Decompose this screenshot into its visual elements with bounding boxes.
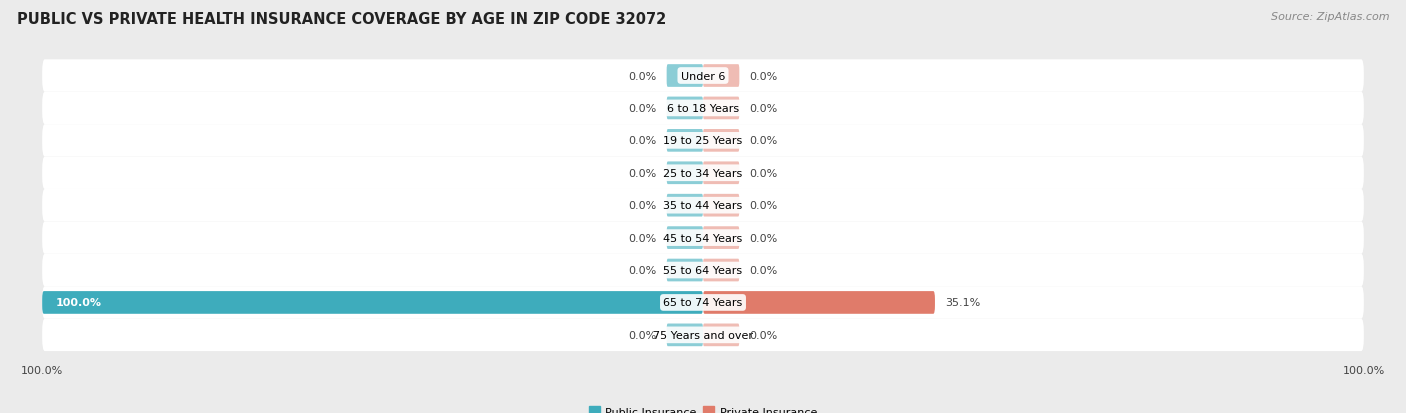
FancyBboxPatch shape bbox=[666, 65, 703, 88]
FancyBboxPatch shape bbox=[703, 292, 935, 314]
FancyBboxPatch shape bbox=[703, 259, 740, 282]
Text: 35.1%: 35.1% bbox=[945, 298, 980, 308]
Text: 0.0%: 0.0% bbox=[628, 104, 657, 114]
FancyBboxPatch shape bbox=[42, 287, 1364, 319]
Text: 0.0%: 0.0% bbox=[749, 104, 778, 114]
FancyBboxPatch shape bbox=[42, 222, 1364, 254]
FancyBboxPatch shape bbox=[666, 130, 703, 152]
Text: 0.0%: 0.0% bbox=[628, 71, 657, 81]
Text: 0.0%: 0.0% bbox=[749, 266, 778, 275]
Text: Under 6: Under 6 bbox=[681, 71, 725, 81]
FancyBboxPatch shape bbox=[666, 227, 703, 249]
FancyBboxPatch shape bbox=[666, 162, 703, 185]
Text: 0.0%: 0.0% bbox=[749, 169, 778, 178]
FancyBboxPatch shape bbox=[666, 259, 703, 282]
FancyBboxPatch shape bbox=[42, 157, 1364, 190]
Text: 0.0%: 0.0% bbox=[628, 136, 657, 146]
FancyBboxPatch shape bbox=[703, 130, 740, 152]
Text: 0.0%: 0.0% bbox=[628, 169, 657, 178]
FancyBboxPatch shape bbox=[703, 162, 740, 185]
FancyBboxPatch shape bbox=[42, 254, 1364, 287]
FancyBboxPatch shape bbox=[42, 319, 1364, 351]
Text: Source: ZipAtlas.com: Source: ZipAtlas.com bbox=[1271, 12, 1389, 22]
Text: 45 to 54 Years: 45 to 54 Years bbox=[664, 233, 742, 243]
Text: 100.0%: 100.0% bbox=[55, 298, 101, 308]
FancyBboxPatch shape bbox=[666, 324, 703, 347]
FancyBboxPatch shape bbox=[703, 324, 740, 347]
Text: 0.0%: 0.0% bbox=[628, 266, 657, 275]
Text: 0.0%: 0.0% bbox=[628, 201, 657, 211]
Text: 0.0%: 0.0% bbox=[628, 233, 657, 243]
FancyBboxPatch shape bbox=[42, 60, 1364, 93]
FancyBboxPatch shape bbox=[666, 97, 703, 120]
Text: 0.0%: 0.0% bbox=[749, 330, 778, 340]
FancyBboxPatch shape bbox=[703, 65, 740, 88]
FancyBboxPatch shape bbox=[42, 125, 1364, 157]
Text: 6 to 18 Years: 6 to 18 Years bbox=[666, 104, 740, 114]
FancyBboxPatch shape bbox=[703, 195, 740, 217]
Text: 65 to 74 Years: 65 to 74 Years bbox=[664, 298, 742, 308]
Legend: Public Insurance, Private Insurance: Public Insurance, Private Insurance bbox=[583, 402, 823, 413]
Text: 0.0%: 0.0% bbox=[749, 201, 778, 211]
FancyBboxPatch shape bbox=[666, 195, 703, 217]
Text: 25 to 34 Years: 25 to 34 Years bbox=[664, 169, 742, 178]
FancyBboxPatch shape bbox=[42, 93, 1364, 125]
FancyBboxPatch shape bbox=[703, 227, 740, 249]
Text: 55 to 64 Years: 55 to 64 Years bbox=[664, 266, 742, 275]
FancyBboxPatch shape bbox=[703, 97, 740, 120]
Text: 19 to 25 Years: 19 to 25 Years bbox=[664, 136, 742, 146]
FancyBboxPatch shape bbox=[42, 292, 703, 314]
Text: 0.0%: 0.0% bbox=[749, 136, 778, 146]
Text: 0.0%: 0.0% bbox=[749, 233, 778, 243]
Text: 35 to 44 Years: 35 to 44 Years bbox=[664, 201, 742, 211]
Text: 75 Years and over: 75 Years and over bbox=[652, 330, 754, 340]
Text: PUBLIC VS PRIVATE HEALTH INSURANCE COVERAGE BY AGE IN ZIP CODE 32072: PUBLIC VS PRIVATE HEALTH INSURANCE COVER… bbox=[17, 12, 666, 27]
Text: 0.0%: 0.0% bbox=[749, 71, 778, 81]
Text: 0.0%: 0.0% bbox=[628, 330, 657, 340]
FancyBboxPatch shape bbox=[42, 190, 1364, 222]
